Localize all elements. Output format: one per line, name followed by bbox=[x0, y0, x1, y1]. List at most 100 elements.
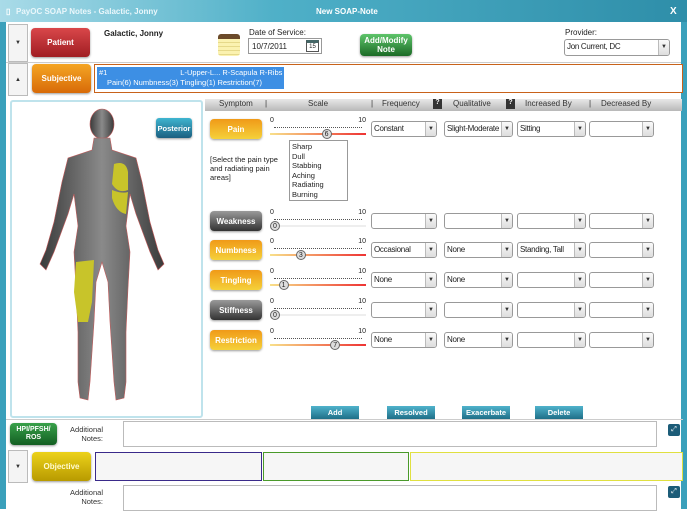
selected-value: Standing, Tall bbox=[520, 245, 564, 254]
weakness-scale-slider[interactable]: 0 10 0 bbox=[270, 209, 366, 232]
weakness-qualitative-select[interactable]: ▼ bbox=[444, 213, 513, 229]
provider-select[interactable]: Jon Current, DC ▼ bbox=[564, 39, 670, 56]
selected-value bbox=[590, 303, 642, 317]
selected-value bbox=[590, 333, 642, 347]
delete-button[interactable]: Delete bbox=[535, 406, 583, 419]
chevron-down-icon: ▼ bbox=[642, 303, 653, 317]
pain-instruction: [Select the pain type and radiating pain… bbox=[210, 155, 278, 182]
tingling-decreased-by-select[interactable]: ▼ bbox=[589, 272, 654, 288]
pain-type-option[interactable]: Burning bbox=[292, 189, 318, 199]
restriction-scale-slider[interactable]: 0 10 7 bbox=[270, 328, 366, 351]
add-modify-note-button[interactable]: Add/Modify Note bbox=[360, 34, 412, 56]
stiffness-qualitative-select[interactable]: ▼ bbox=[444, 302, 513, 318]
scale-thumb[interactable]: 0 bbox=[270, 221, 280, 231]
pain-type-option[interactable]: Sharp bbox=[292, 142, 313, 151]
scale-thumb[interactable]: 6 bbox=[321, 129, 332, 139]
subjective-entry[interactable]: #1 L-Upper-L... R-Scapula R-Ribs Pain(6)… bbox=[97, 67, 285, 89]
symptom-restriction-button[interactable]: Restriction bbox=[210, 330, 262, 350]
scale-min-label: 0 bbox=[270, 328, 274, 335]
scale-track bbox=[270, 284, 366, 286]
stiffness-scale-slider[interactable]: 0 10 0 bbox=[270, 298, 366, 321]
scale-max-label: 10 bbox=[358, 298, 366, 305]
pain-type-option[interactable]: Radiating bbox=[292, 180, 324, 190]
objective-button[interactable]: Objective bbox=[32, 452, 91, 481]
numbness-qualitative-select[interactable]: None ▼ bbox=[444, 242, 513, 258]
chevron-down-icon: ▼ bbox=[501, 333, 512, 347]
stiffness-increased-by-select[interactable]: ▼ bbox=[517, 302, 586, 318]
chevron-down-icon: ▼ bbox=[574, 333, 585, 347]
pain-type-option[interactable]: Aching bbox=[292, 170, 315, 180]
chevron-down-icon: ▼ bbox=[425, 214, 436, 228]
objective-additional-notes-input[interactable] bbox=[123, 485, 657, 511]
pain-type-option[interactable]: Dull bbox=[292, 151, 305, 161]
table-header: Symptom | Scale | Frequency ? Qualitativ… bbox=[205, 99, 682, 111]
restriction-increased-by-select[interactable]: ▼ bbox=[517, 332, 586, 348]
exacerbate-button[interactable]: Exacerbate bbox=[462, 406, 510, 419]
symptom-tingling-button[interactable]: Tingling bbox=[210, 270, 262, 290]
symptom-numbness-button[interactable]: Numbness bbox=[210, 240, 262, 260]
restriction-qualitative-select[interactable]: None ▼ bbox=[444, 332, 513, 348]
numbness-scale-slider[interactable]: 0 10 3 bbox=[270, 238, 366, 261]
numbness-frequency-select[interactable]: Occasional ▼ bbox=[371, 242, 437, 258]
add-button[interactable]: Add bbox=[311, 406, 359, 419]
expand-icon[interactable]: ⤢ bbox=[668, 486, 680, 498]
scale-thumb[interactable]: 0 bbox=[270, 310, 280, 320]
weakness-increased-by-select[interactable]: ▼ bbox=[517, 213, 586, 229]
tingling-scale-slider[interactable]: 0 10 1 bbox=[270, 268, 366, 291]
hpi-additional-notes-input[interactable] bbox=[123, 421, 657, 447]
pain-qualitative-select[interactable]: Slight-Moderate ▼ bbox=[444, 121, 513, 137]
close-button[interactable]: X bbox=[670, 6, 677, 17]
objective-box-2[interactable] bbox=[263, 452, 409, 481]
collapse-objective-button[interactable]: ▼ bbox=[8, 450, 28, 483]
patient-button[interactable]: Patient bbox=[31, 28, 90, 57]
subjective-entries[interactable]: #1 L-Upper-L... R-Scapula R-Ribs Pain(6)… bbox=[94, 64, 683, 93]
stiffness-frequency-select[interactable]: ▼ bbox=[371, 302, 437, 318]
symptom-stiffness-button[interactable]: Stiffness bbox=[210, 300, 262, 320]
scale-thumb[interactable]: 3 bbox=[295, 250, 306, 260]
frequency-help-icon[interactable]: ? bbox=[433, 99, 442, 109]
numbness-increased-by-select[interactable]: Standing, Tall ▼ bbox=[517, 242, 586, 258]
posterior-toggle-button[interactable]: Posterior bbox=[156, 118, 192, 138]
collapse-patient-button[interactable]: ▼ bbox=[8, 24, 28, 62]
stiffness-decreased-by-select[interactable]: ▼ bbox=[589, 302, 654, 318]
qualitative-help-icon[interactable]: ? bbox=[506, 99, 515, 109]
resolved-button[interactable]: Resolved bbox=[387, 406, 435, 419]
pain-increased-by-select[interactable]: Sitting ▼ bbox=[517, 121, 586, 137]
selected-value bbox=[590, 214, 642, 228]
objective-box-1[interactable] bbox=[95, 452, 262, 481]
tingling-frequency-select[interactable]: None ▼ bbox=[371, 272, 437, 288]
highlight-ribs[interactable] bbox=[112, 190, 128, 214]
hpi-pfsh-ros-button[interactable]: HPI/PFSH/ ROS bbox=[10, 423, 57, 445]
tingling-increased-by-select[interactable]: ▼ bbox=[517, 272, 586, 288]
date-of-service-input[interactable]: 10/7/2011 15 bbox=[248, 38, 322, 54]
symptom-weakness-button[interactable]: Weakness bbox=[210, 211, 262, 231]
notepad-icon[interactable] bbox=[218, 34, 240, 56]
symptom-pain-button[interactable]: Pain bbox=[210, 119, 262, 139]
pain-frequency-select[interactable]: Constant ▼ bbox=[371, 121, 437, 137]
app-icon: ▯ bbox=[6, 7, 11, 16]
highlight-upper-leg[interactable] bbox=[74, 260, 94, 322]
pain-decreased-by-select[interactable]: ▼ bbox=[589, 121, 654, 137]
pain-scale-slider[interactable]: 0 10 6 bbox=[270, 117, 366, 140]
chevron-down-icon: ▼ bbox=[574, 214, 585, 228]
pain-type-listbox[interactable]: Sharp Dull Stabbing Aching Radiating Bur… bbox=[289, 140, 348, 201]
calendar-icon[interactable]: 15 bbox=[306, 40, 319, 52]
collapse-subjective-button[interactable]: ▲ bbox=[8, 63, 28, 96]
expand-icon[interactable]: ⤢ bbox=[668, 424, 680, 436]
selected-value: None bbox=[447, 245, 465, 254]
restriction-decreased-by-select[interactable]: ▼ bbox=[589, 332, 654, 348]
pain-type-option[interactable]: Stabbing bbox=[292, 161, 322, 171]
subjective-button[interactable]: Subjective bbox=[32, 64, 91, 93]
weakness-decreased-by-select[interactable]: ▼ bbox=[589, 213, 654, 229]
date-of-service-label: Date of Service: bbox=[249, 28, 306, 37]
restriction-frequency-select[interactable]: None ▼ bbox=[371, 332, 437, 348]
numbness-decreased-by-select[interactable]: ▼ bbox=[589, 242, 654, 258]
scale-thumb[interactable]: 7 bbox=[330, 340, 341, 350]
weakness-frequency-select[interactable]: ▼ bbox=[371, 213, 437, 229]
scale-thumb[interactable]: 1 bbox=[278, 280, 289, 290]
highlight-scapula[interactable] bbox=[112, 163, 128, 192]
objective-box-3[interactable] bbox=[410, 452, 683, 481]
selected-value bbox=[518, 303, 574, 317]
tingling-qualitative-select[interactable]: None ▼ bbox=[444, 272, 513, 288]
body-figure[interactable] bbox=[12, 102, 201, 416]
